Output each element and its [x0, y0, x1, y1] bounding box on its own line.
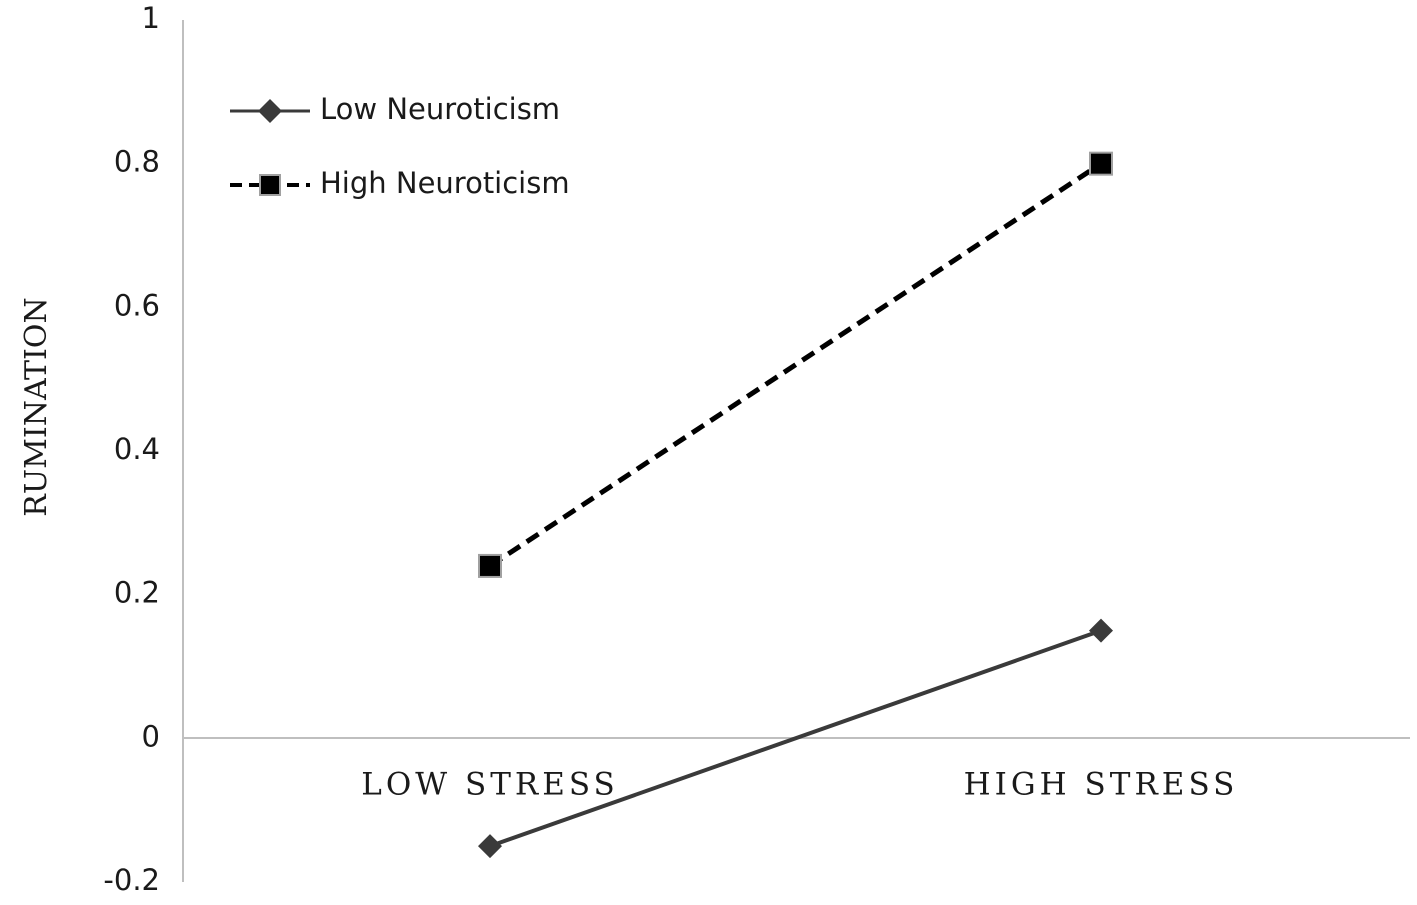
y-tick-label: 1	[142, 1, 160, 35]
data-point-diamond	[1089, 618, 1113, 643]
data-point-square	[1089, 151, 1113, 176]
y-tick-label: 0.2	[114, 576, 160, 610]
series-line-0	[489, 628, 1102, 848]
y-tick-label: 0.8	[114, 145, 160, 179]
legend-diamond-marker	[258, 99, 282, 123]
y-axis-label: RUMINATION	[19, 297, 54, 516]
x-category-label: LOW STRESS	[361, 767, 619, 803]
series-line-1	[488, 161, 1103, 569]
legend-square-marker	[259, 174, 281, 196]
x-category-label: HIGH STRESS	[964, 767, 1239, 803]
data-point-square	[478, 553, 502, 578]
legend-item-high-neuroticism: High Neuroticism	[230, 166, 570, 200]
y-tick-label: 0.4	[114, 432, 160, 466]
legend-label-low-neuroticism: Low Neuroticism	[320, 92, 560, 126]
y-tick-label: 0.6	[114, 288, 160, 322]
y-tick-labels: -0.2 0 0.2 0.4 0.6 0.8 1	[103, 1, 160, 897]
y-tick-label: -0.2	[103, 863, 160, 897]
legend-item-low-neuroticism: Low Neuroticism	[230, 92, 560, 126]
series-group	[478, 151, 1113, 859]
y-tick-label: 0	[142, 719, 160, 753]
x-category-labels: LOW STRESS HIGH STRESS	[361, 767, 1239, 803]
legend: Low Neuroticism High Neuroticism	[230, 92, 570, 200]
data-point-diamond	[478, 834, 502, 859]
legend-label-high-neuroticism: High Neuroticism	[320, 166, 570, 200]
